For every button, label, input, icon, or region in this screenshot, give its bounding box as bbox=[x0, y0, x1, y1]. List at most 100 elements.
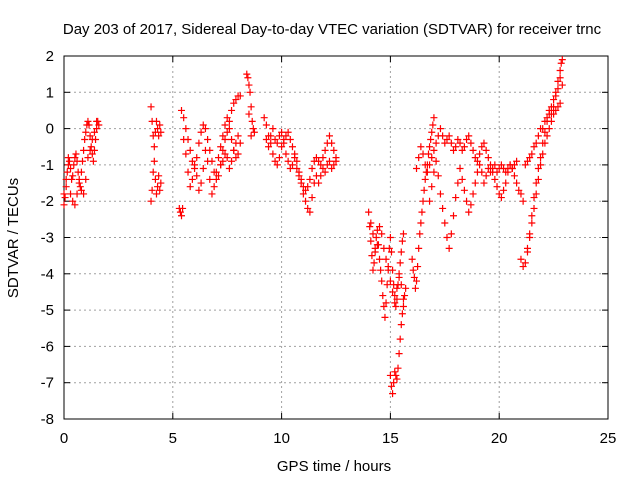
data-point bbox=[367, 219, 375, 227]
y-tick-label: -4 bbox=[41, 266, 54, 283]
x-axis-label: GPS time / hours bbox=[277, 458, 391, 475]
data-point bbox=[439, 204, 447, 212]
data-point bbox=[228, 106, 236, 114]
data-point bbox=[415, 154, 423, 162]
data-point bbox=[476, 150, 484, 158]
data-point bbox=[534, 132, 542, 140]
data-point bbox=[419, 150, 427, 158]
data-point bbox=[554, 85, 562, 93]
data-point bbox=[537, 154, 545, 162]
data-point bbox=[371, 248, 379, 256]
x-tick-label: 5 bbox=[169, 430, 177, 447]
data-point bbox=[182, 150, 190, 158]
data-point bbox=[463, 197, 471, 205]
data-point bbox=[393, 295, 401, 303]
y-tick-label: 0 bbox=[46, 121, 54, 138]
data-point bbox=[197, 128, 205, 136]
data-point bbox=[521, 259, 529, 267]
data-point bbox=[210, 183, 218, 191]
data-point bbox=[308, 194, 316, 202]
data-point bbox=[317, 161, 325, 169]
y-tick-label: 1 bbox=[46, 84, 54, 101]
data-point bbox=[447, 230, 455, 238]
data-point bbox=[278, 128, 286, 136]
data-point bbox=[528, 219, 536, 227]
data-point bbox=[539, 139, 547, 147]
data-point bbox=[306, 175, 314, 183]
data-point bbox=[428, 183, 436, 191]
data-point bbox=[367, 237, 375, 245]
data-point bbox=[392, 371, 400, 379]
data-point bbox=[450, 146, 458, 154]
data-point bbox=[467, 201, 475, 209]
data-point bbox=[249, 125, 257, 133]
data-point bbox=[302, 186, 310, 194]
data-point bbox=[413, 277, 421, 285]
data-point bbox=[378, 230, 386, 238]
data-point bbox=[280, 139, 288, 147]
data-point bbox=[64, 154, 72, 162]
data-point bbox=[315, 157, 323, 165]
data-point bbox=[193, 172, 201, 180]
data-point bbox=[244, 74, 252, 82]
y-tick-labels: -8 -7 -6 -5 -4 -3 -2 -1 0 1 2 bbox=[41, 48, 54, 428]
data-point bbox=[558, 56, 566, 64]
data-point bbox=[541, 128, 549, 136]
data-point bbox=[319, 154, 327, 162]
data-point bbox=[482, 146, 490, 154]
data-point bbox=[396, 335, 404, 343]
data-point bbox=[441, 219, 449, 227]
data-point bbox=[381, 313, 389, 321]
data-point bbox=[369, 230, 377, 238]
data-point bbox=[387, 382, 395, 390]
data-point bbox=[394, 364, 402, 372]
data-point bbox=[212, 175, 220, 183]
data-point bbox=[282, 150, 290, 158]
data-point bbox=[80, 190, 88, 198]
data-point bbox=[456, 139, 464, 147]
data-point bbox=[417, 143, 425, 151]
data-point bbox=[411, 284, 419, 292]
data-point bbox=[217, 143, 225, 151]
data-point bbox=[330, 146, 338, 154]
data-point bbox=[443, 234, 451, 241]
data-point bbox=[75, 175, 83, 183]
data-point bbox=[219, 132, 227, 140]
data-point bbox=[539, 125, 547, 133]
data-point bbox=[434, 172, 442, 180]
data-point bbox=[204, 135, 212, 143]
data-point bbox=[441, 139, 449, 147]
data-point bbox=[291, 154, 299, 162]
data-point bbox=[147, 197, 155, 205]
data-point bbox=[221, 150, 229, 158]
data-point bbox=[519, 263, 527, 271]
data-point bbox=[545, 125, 553, 133]
data-point bbox=[208, 190, 216, 198]
data-point bbox=[379, 292, 387, 300]
data-point bbox=[426, 143, 434, 151]
data-point bbox=[150, 143, 158, 151]
data-point bbox=[366, 223, 374, 231]
data-point bbox=[62, 183, 70, 191]
data-point bbox=[228, 135, 236, 143]
data-point bbox=[63, 168, 71, 176]
data-point bbox=[193, 154, 201, 162]
data-point bbox=[398, 310, 406, 318]
data-point bbox=[328, 165, 336, 173]
data-point bbox=[275, 154, 283, 162]
data-point bbox=[267, 139, 275, 147]
data-point bbox=[61, 194, 69, 202]
data-point bbox=[90, 128, 98, 136]
data-point bbox=[392, 302, 400, 310]
data-point bbox=[151, 175, 159, 183]
data-point bbox=[260, 114, 268, 122]
y-axis-label: SDTVAR / TECUs bbox=[5, 178, 22, 298]
data-point bbox=[179, 204, 187, 212]
data-point bbox=[380, 302, 388, 310]
data-point bbox=[387, 248, 395, 256]
data-point bbox=[225, 165, 233, 173]
data-point bbox=[495, 190, 503, 198]
data-point bbox=[526, 154, 534, 162]
data-point bbox=[382, 299, 390, 307]
data-point bbox=[519, 197, 527, 205]
